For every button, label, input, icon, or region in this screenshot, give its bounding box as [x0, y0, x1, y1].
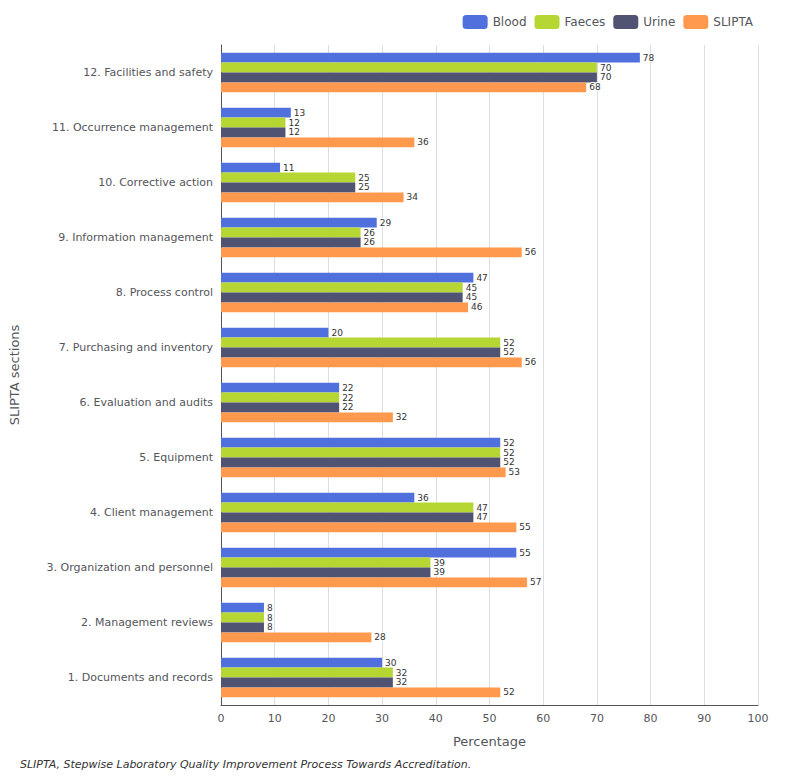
- svg-text:SLIPTA sections: SLIPTA sections: [7, 324, 22, 425]
- svg-text:Faeces: Faeces: [565, 15, 606, 29]
- svg-text:SLIPTA, Stepwise Laboratory Qu: SLIPTA, Stepwise Laboratory Quality Impr…: [20, 758, 471, 771]
- svg-text:47: 47: [476, 273, 487, 283]
- svg-text:Percentage: Percentage: [453, 734, 526, 749]
- svg-text:3. Organization and personnel: 3. Organization and personnel: [46, 561, 213, 574]
- svg-text:52: 52: [503, 457, 514, 467]
- svg-text:34: 34: [407, 192, 419, 202]
- svg-text:29: 29: [380, 218, 392, 228]
- svg-text:22: 22: [342, 383, 353, 393]
- svg-text:50: 50: [483, 712, 497, 725]
- svg-text:10. Corrective action: 10. Corrective action: [98, 176, 213, 189]
- svg-text:20: 20: [331, 328, 343, 338]
- svg-text:20: 20: [321, 712, 335, 725]
- svg-text:7. Purchasing and inventory: 7. Purchasing and inventory: [59, 341, 214, 354]
- svg-text:SLIPTA: SLIPTA: [713, 15, 753, 29]
- svg-text:26: 26: [364, 237, 376, 247]
- svg-text:25: 25: [358, 173, 369, 183]
- svg-text:32: 32: [396, 677, 407, 687]
- svg-text:26: 26: [364, 228, 376, 238]
- svg-text:100: 100: [748, 712, 769, 725]
- svg-text:22: 22: [342, 402, 353, 412]
- svg-text:12: 12: [288, 118, 299, 128]
- svg-text:90: 90: [697, 712, 711, 725]
- svg-text:Urine: Urine: [643, 15, 675, 29]
- svg-text:36: 36: [417, 493, 429, 503]
- svg-text:55: 55: [519, 522, 530, 532]
- svg-text:45: 45: [466, 283, 477, 293]
- svg-text:11. Occurrence management: 11. Occurrence management: [52, 121, 214, 134]
- svg-text:52: 52: [503, 347, 514, 357]
- svg-text:22: 22: [342, 393, 353, 403]
- svg-text:11: 11: [283, 163, 294, 173]
- svg-text:0: 0: [218, 712, 225, 725]
- svg-text:8: 8: [267, 622, 273, 632]
- svg-text:39: 39: [433, 558, 445, 568]
- svg-text:56: 56: [525, 247, 537, 257]
- svg-text:47: 47: [476, 512, 487, 522]
- svg-text:9. Information management: 9. Information management: [58, 231, 214, 244]
- svg-text:1. Documents and records: 1. Documents and records: [68, 671, 214, 684]
- svg-text:80: 80: [644, 712, 658, 725]
- svg-text:46: 46: [471, 302, 483, 312]
- svg-text:70: 70: [600, 63, 612, 73]
- svg-text:12: 12: [288, 127, 299, 137]
- svg-text:8: 8: [267, 603, 273, 613]
- svg-text:36: 36: [417, 137, 429, 147]
- svg-text:68: 68: [589, 82, 601, 92]
- svg-text:32: 32: [396, 412, 407, 422]
- svg-text:45: 45: [466, 292, 477, 302]
- svg-text:40: 40: [429, 712, 443, 725]
- svg-text:52: 52: [503, 438, 514, 448]
- svg-text:55: 55: [519, 548, 530, 558]
- svg-text:8. Process control: 8. Process control: [116, 286, 213, 299]
- svg-text:25: 25: [358, 182, 369, 192]
- svg-text:30: 30: [385, 658, 397, 668]
- svg-text:4. Client management: 4. Client management: [90, 506, 214, 519]
- svg-text:8: 8: [267, 613, 273, 623]
- svg-text:Blood: Blood: [493, 15, 527, 29]
- svg-text:52: 52: [503, 687, 514, 697]
- svg-text:13: 13: [294, 108, 305, 118]
- svg-text:6. Evaluation and audits: 6. Evaluation and audits: [79, 396, 213, 409]
- svg-text:32: 32: [396, 668, 407, 678]
- svg-text:30: 30: [375, 712, 389, 725]
- svg-text:47: 47: [476, 503, 487, 513]
- svg-text:70: 70: [590, 712, 604, 725]
- svg-text:78: 78: [643, 53, 655, 63]
- svg-text:2. Management reviews: 2. Management reviews: [81, 616, 213, 629]
- svg-text:52: 52: [503, 448, 514, 458]
- svg-text:5. Equipment: 5. Equipment: [139, 451, 213, 464]
- svg-text:60: 60: [536, 712, 550, 725]
- svg-text:53: 53: [509, 467, 520, 477]
- svg-text:57: 57: [530, 577, 541, 587]
- svg-text:70: 70: [600, 72, 612, 82]
- svg-text:10: 10: [268, 712, 282, 725]
- svg-text:12. Facilities and safety: 12. Facilities and safety: [83, 66, 213, 79]
- svg-text:52: 52: [503, 338, 514, 348]
- svg-text:28: 28: [374, 632, 386, 642]
- svg-text:39: 39: [433, 567, 445, 577]
- svg-text:56: 56: [525, 357, 537, 367]
